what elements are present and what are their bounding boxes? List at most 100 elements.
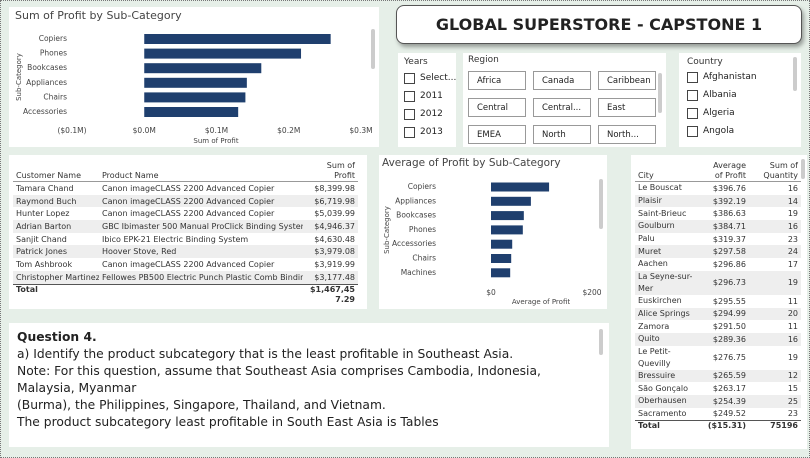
bar	[491, 268, 511, 278]
table-cell: Sacramento	[638, 408, 687, 418]
checkbox-item[interactable]: Select...	[404, 73, 456, 84]
table-cell: Christopher Martinez	[13, 270, 99, 284]
table-cell: $4,946.37	[303, 220, 358, 233]
checkbox-item[interactable]: 2011	[404, 91, 443, 102]
checkbox-item[interactable]: Afghanistan	[687, 72, 757, 83]
table-cell: $392.19	[701, 194, 749, 208]
y-tick-label: Accessories	[392, 239, 436, 248]
table-row: Le Bouscat $396.76 16	[635, 182, 801, 195]
table-cell: Zamora	[638, 321, 670, 331]
column-header[interactable]: Product Name	[99, 161, 303, 182]
table-cell: Patrick Jones	[13, 245, 99, 259]
table-cell: GBC Ibimaster 500 Manual ProClick Bindin…	[99, 220, 303, 233]
table-cell: $386.63	[712, 209, 746, 219]
region-button[interactable]: East	[598, 98, 656, 117]
table-row: Christopher Martinez Fellowes PB500 Elect…	[13, 270, 358, 284]
header-row: City Average of Profit Sum of Quantity	[635, 161, 801, 182]
y-tick-label: Bookcases	[27, 63, 67, 72]
table-cell: São Gonçalo	[638, 383, 688, 393]
table-row: Palu $319.37 23	[635, 233, 801, 246]
column-header[interactable]: Sum of Quantity	[749, 161, 801, 182]
table-cell: Fellowes PB500 Electric Punch Plastic Co…	[99, 270, 303, 284]
table-row: La Seyne-sur-Mer $296.73 19	[635, 270, 801, 295]
y-tick-label: Phones	[409, 225, 436, 234]
table-row: Le Petit-Quevilly $276.75 19	[635, 346, 801, 370]
table-cell: 20	[749, 307, 801, 321]
avg-chart-panel: Average of Profit by Sub-Category Average…	[379, 155, 607, 309]
bar	[491, 196, 531, 206]
bar	[144, 107, 239, 117]
table-cell: Hoover Stove, Red	[99, 245, 303, 259]
column-header[interactable]: Average of Profit	[701, 161, 749, 182]
scrollbar[interactable]	[801, 159, 805, 179]
column-header[interactable]: City	[635, 161, 701, 182]
checkbox-item[interactable]: Algeria	[687, 108, 735, 119]
scrollbar[interactable]	[599, 179, 603, 229]
question-heading: Question 4.	[17, 330, 97, 344]
x-tick-label: $0.1M	[205, 126, 228, 135]
bar	[144, 92, 246, 103]
y-tick-label: Chairs	[43, 92, 67, 101]
checkbox-item[interactable]: 2012	[404, 109, 443, 120]
table-row: Goulburn $384.71 16	[635, 220, 801, 233]
table-cell: 19	[787, 353, 798, 363]
table-cell: $276.75	[712, 353, 746, 363]
question-line: (Burma), the Philippines, Singapore, Tha…	[17, 398, 386, 412]
region-button[interactable]: Central...	[533, 98, 591, 117]
table-cell: 17	[787, 259, 798, 269]
country-slicer: Country Afghanistan Albania Algeria Angola	[679, 53, 801, 147]
scrollbar[interactable]	[658, 73, 662, 113]
table-cell: $297.58	[701, 245, 749, 259]
table-cell: $265.59	[701, 369, 749, 383]
region-button[interactable]: Central	[468, 98, 526, 117]
table-cell: Canon imageCLASS 2200 Advanced Copier	[102, 259, 275, 269]
table-cell: $3,979.08	[303, 245, 358, 259]
bar	[144, 63, 262, 74]
table-cell: Bressuire	[635, 369, 701, 383]
region-button[interactable]: Canada	[533, 71, 591, 90]
region-button[interactable]: North...	[598, 125, 656, 144]
bar	[144, 48, 302, 59]
table-cell: Adrian Barton	[13, 220, 99, 233]
table-cell: $263.17	[712, 384, 746, 394]
checkbox-item[interactable]: Albania	[687, 90, 737, 101]
y-tick-label: Phones	[40, 49, 67, 58]
table-cell: Aachen	[638, 259, 668, 269]
region-button[interactable]: North	[533, 125, 591, 144]
table-row: Tamara Chand Canon imageCLASS 2200 Advanc…	[13, 182, 358, 195]
question-line: Note: For this question, assume that Sou…	[17, 364, 541, 395]
table-cell: Le Petit-Quevilly	[638, 346, 671, 368]
slicer-title: Region	[468, 55, 499, 65]
region-slicer: Region Africa Canada Caribbean Central Centr…	[463, 53, 666, 147]
scrollbar[interactable]	[599, 329, 603, 355]
x-tick-label: ($0.1M)	[57, 126, 86, 135]
checkbox-item[interactable]: Angola	[687, 126, 734, 137]
table-row: Raymond Buch Canon imageCLASS 2200 Advanc…	[13, 194, 358, 208]
region-button[interactable]: EMEA	[468, 125, 526, 144]
bar	[144, 34, 331, 44]
customer-table-panel: Customer Name Product Name Sum of Profit Ta…	[9, 155, 367, 309]
column-header[interactable]: Customer Name	[13, 161, 99, 182]
total-value: $1,467,45 7.29	[303, 283, 358, 305]
total-value-part: $1,467,45	[309, 284, 355, 294]
table-cell: 11	[787, 322, 798, 332]
table-row: Patrick Jones Hoover Stove, Red $3,979.08	[13, 245, 358, 259]
table-row: Bressuire $265.59 12	[635, 369, 801, 383]
table-cell: Euskirchen	[638, 296, 682, 306]
slicer-title: Country	[687, 57, 723, 67]
column-header[interactable]: Sum of Profit	[303, 161, 358, 182]
total-cell: Total	[635, 420, 701, 434]
scrollbar[interactable]	[793, 57, 797, 91]
table-cell: $294.99	[701, 307, 749, 321]
region-button[interactable]: Caribbean	[598, 71, 656, 90]
scrollbar[interactable]	[371, 29, 375, 69]
city-table: City Average of Profit Sum of Quantity Le B…	[635, 161, 801, 434]
table-cell: $5,039.99	[314, 209, 355, 219]
checkbox-item[interactable]: 2013	[404, 127, 443, 138]
bar	[491, 211, 524, 221]
table-cell: 15	[787, 384, 798, 394]
table-cell: $384.71	[701, 220, 749, 233]
region-button[interactable]: Africa	[468, 71, 526, 90]
table-cell: $249.52	[712, 409, 746, 419]
question-line: a) Identify the product subcategory that…	[17, 347, 514, 361]
